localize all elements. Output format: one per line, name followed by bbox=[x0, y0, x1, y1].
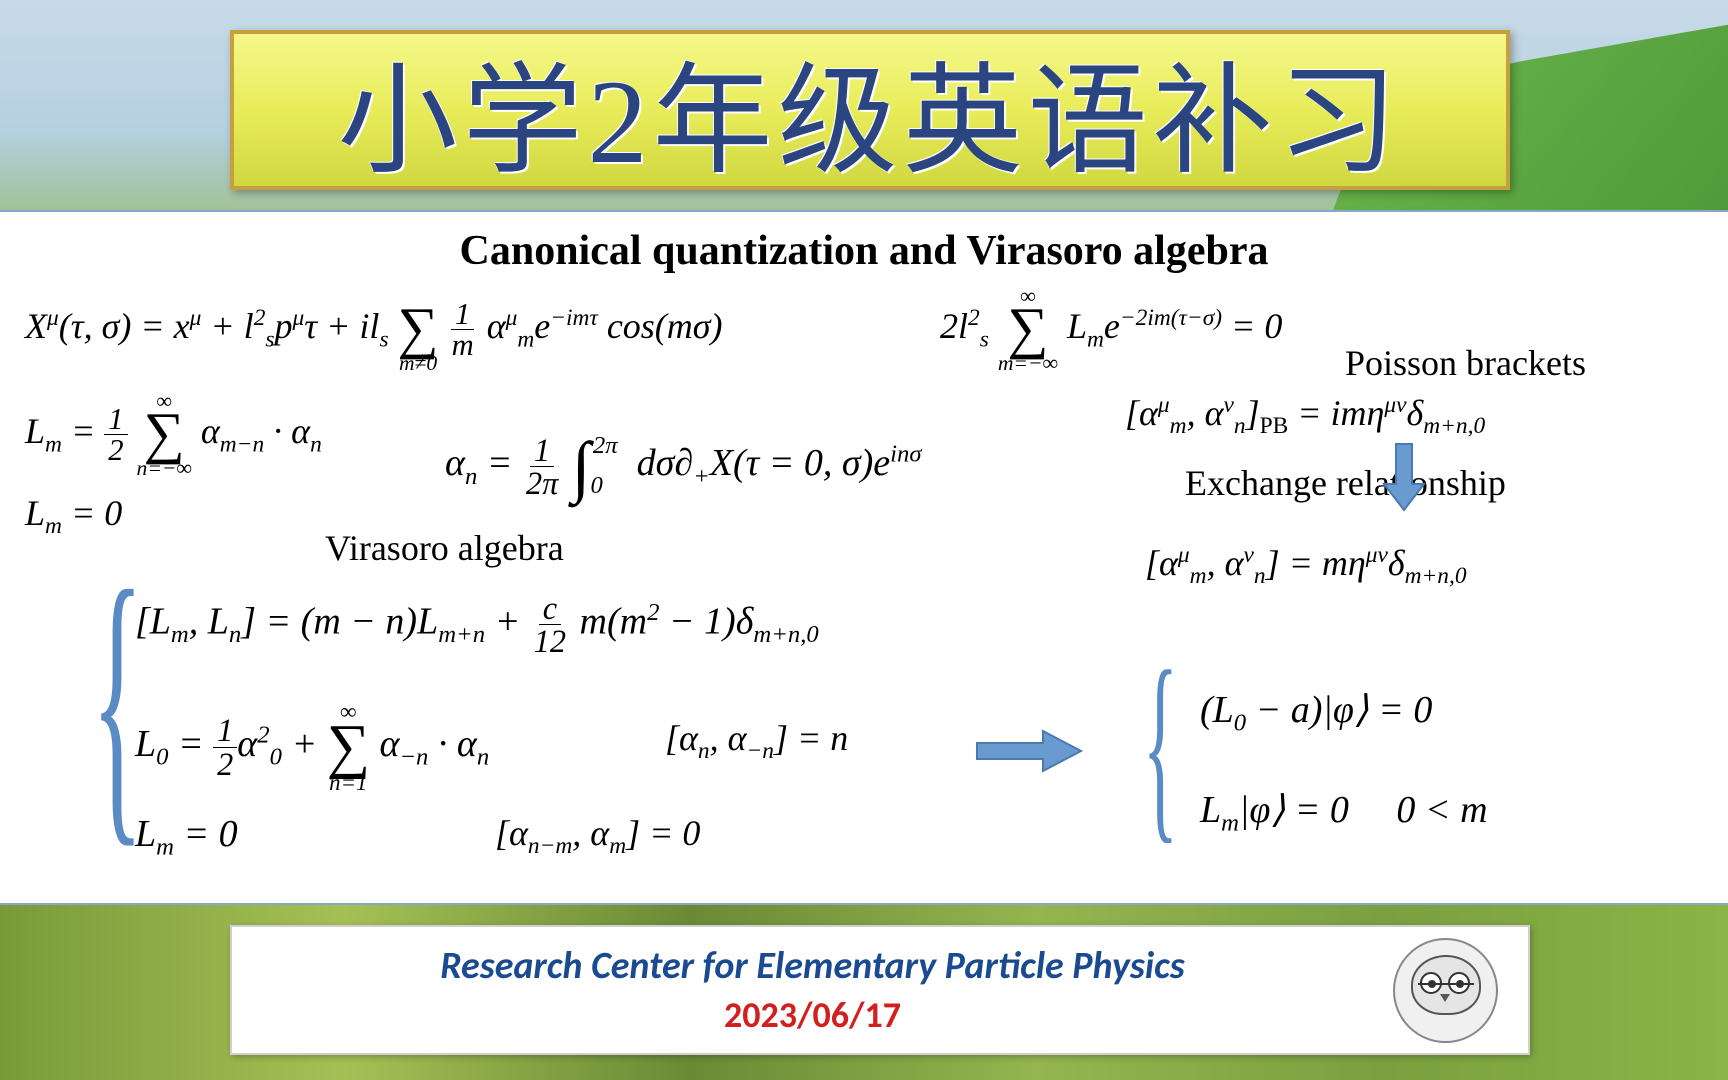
formula-poisson-bracket: [αμm, ανn]PB = imημνδm+n,0 bbox=[1125, 392, 1485, 440]
title-banner: 小学2年级英语补习 bbox=[230, 30, 1510, 190]
formula-l0: L0 = 12α20 + ∞∑n=1 α−n · αn bbox=[135, 702, 489, 792]
footer-org: Research Center for Elementary Particle … bbox=[232, 943, 1393, 989]
brace-right-system-icon: { bbox=[1143, 672, 1178, 819]
formula-phys2: Lm|φ⟩ = 0 0 < m bbox=[1200, 787, 1488, 838]
section-title: Canonical quantization and Virasoro alge… bbox=[25, 227, 1703, 275]
label-exchange: Exchange relationship bbox=[1185, 462, 1506, 504]
formula-lm-def: Lm = 12 ∞∑n=−∞ αm−n · αn bbox=[25, 392, 322, 478]
owl-icon bbox=[1406, 950, 1486, 1030]
label-poisson: Poisson brackets bbox=[1345, 342, 1586, 384]
arrow-down-icon bbox=[1380, 442, 1428, 512]
formula-alpha-comm1: [αn, α−n] = n bbox=[665, 717, 848, 765]
formula-alpha-comm2: [αn−m, αm] = 0 bbox=[495, 812, 700, 860]
formula-alpha-n: αn = 12π ∫02π dσ∂+X(τ = 0, σ)einσ bbox=[445, 427, 922, 506]
footer-logo bbox=[1393, 938, 1498, 1043]
formula-phys1: (L0 − a)|φ⟩ = 0 bbox=[1200, 687, 1432, 738]
formula-commutator: [αμm, ανn] = mημνδm+n,0 bbox=[1145, 542, 1467, 590]
main-content-panel: Canonical quantization and Virasoro alge… bbox=[0, 210, 1728, 905]
formula-x-mode: Xμ(τ, σ) = xμ + l2spμτ + ils ∑m≠0 1m αμm… bbox=[25, 287, 723, 373]
arrow-right-icon bbox=[975, 727, 1085, 775]
formula-constraint: 2l2s ∞∑m=−∞ Lme−2im(τ−σ) = 0 bbox=[940, 287, 1282, 373]
formula-lm-zero-2: Lm = 0 bbox=[135, 812, 238, 862]
label-virasoro: Virasoro algebra bbox=[325, 527, 564, 569]
footer-text-block: Research Center for Elementary Particle … bbox=[232, 943, 1393, 1037]
footer-panel: Research Center for Elementary Particle … bbox=[230, 925, 1530, 1055]
title-text: 小学2年级英语补习 bbox=[338, 23, 1403, 197]
formula-area: Xμ(τ, σ) = xμ + l2spμτ + ils ∑m≠0 1m αμm… bbox=[25, 287, 1703, 887]
footer-date: 2023/06/17 bbox=[232, 993, 1393, 1037]
formula-virasoro-comm: [Lm, Ln] = (m − n)Lm+n + c12 m(m2 − 1)δm… bbox=[135, 592, 819, 658]
